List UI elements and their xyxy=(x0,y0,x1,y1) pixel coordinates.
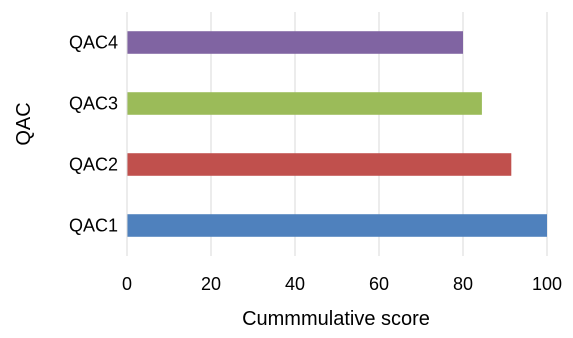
y-tick-label: QAC2 xyxy=(69,155,118,175)
y-tick-label: QAC4 xyxy=(69,33,118,53)
bar-qac1 xyxy=(127,214,547,237)
labels: 0 20 40 60 80 100 QAC1 QAC2 QAC3 QAC4 xyxy=(69,33,562,295)
bar-qac3 xyxy=(127,92,482,115)
y-tick-label: QAC3 xyxy=(69,94,118,114)
x-tick-label: 80 xyxy=(453,274,473,294)
x-axis-title: Cummmulative score xyxy=(242,308,430,330)
bars xyxy=(127,31,547,237)
x-tick-label: 100 xyxy=(532,274,562,294)
x-tick-label: 40 xyxy=(285,274,305,294)
x-tick-label: 20 xyxy=(201,274,221,294)
bar-qac2 xyxy=(127,153,512,176)
y-axis-title: QAC xyxy=(13,102,35,145)
x-tick-label: 0 xyxy=(122,274,132,294)
bar-qac4 xyxy=(127,31,463,54)
x-tick-label: 60 xyxy=(369,274,389,294)
y-tick-label: QAC1 xyxy=(69,216,118,236)
